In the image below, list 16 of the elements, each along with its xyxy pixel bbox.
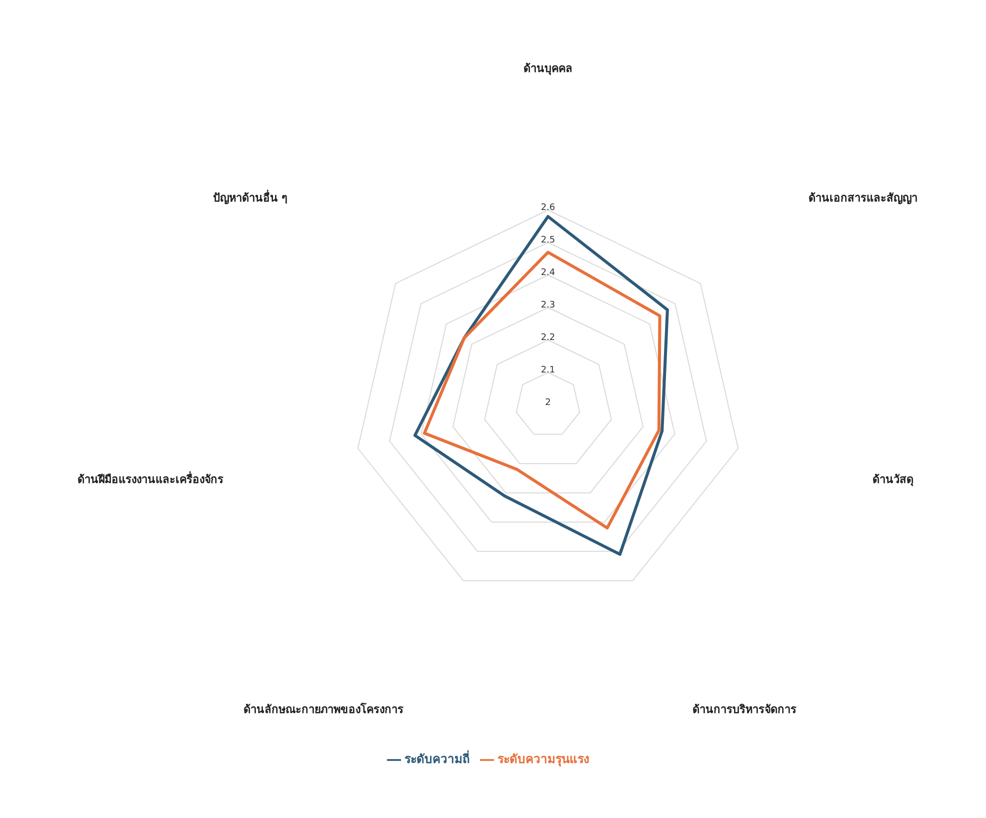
y-tick-label: 2.6 bbox=[540, 203, 556, 213]
y-tick-label: 2.3 bbox=[540, 300, 556, 310]
spoke-label: ด้านฝีมือแรงงานและเครื่องจักร bbox=[77, 471, 224, 486]
y-tick-label: 2.5 bbox=[540, 236, 556, 246]
y-tick-label: 2.2 bbox=[540, 333, 556, 343]
y-tick-label: 2.1 bbox=[540, 366, 556, 376]
spoke-label: ปัญหาด้านอื่น ๆ bbox=[212, 189, 288, 204]
y-tick-label: 2 bbox=[545, 398, 551, 408]
spoke-label: ด้านลักษณะกายภาพของโครงการ bbox=[244, 702, 404, 716]
spoke-label: ด้านบุคคล bbox=[524, 62, 572, 76]
spoke-label: ด้านวัสดุ bbox=[872, 473, 914, 488]
spoke-label: ด้านเอกสารและสัญญา bbox=[808, 191, 918, 204]
legend-label: ระดับความรุนแรง bbox=[498, 752, 590, 766]
legend-label: ระดับความถี่ bbox=[404, 752, 470, 766]
spoke-label: ด้านการบริหารจัดการ bbox=[692, 702, 796, 716]
y-tick-label: 2.4 bbox=[540, 268, 556, 278]
